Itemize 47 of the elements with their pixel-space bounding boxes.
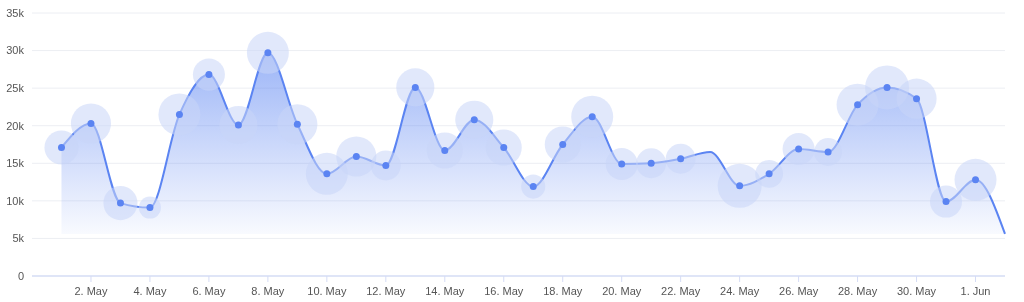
x-tick-label: 18. May bbox=[543, 284, 583, 297]
point bbox=[854, 101, 862, 109]
x-tick-label: 6. May bbox=[192, 284, 226, 297]
point bbox=[352, 153, 360, 161]
point bbox=[293, 120, 301, 128]
x-tick-label: 26. May bbox=[779, 284, 819, 297]
x-tick-label: 2. May bbox=[74, 284, 108, 297]
x-tick-label: 30. May bbox=[896, 284, 937, 297]
x-tick-label: 10. May bbox=[307, 284, 347, 297]
point bbox=[57, 144, 65, 152]
x-tick-label: 1. Jun bbox=[960, 284, 991, 297]
point bbox=[234, 121, 242, 129]
point bbox=[441, 147, 449, 155]
y-tick-label: 25k bbox=[6, 81, 25, 94]
y-tick-label: 20k bbox=[6, 119, 25, 132]
point bbox=[205, 71, 213, 79]
point bbox=[264, 49, 272, 57]
point bbox=[883, 83, 891, 91]
x-tick-label: 20. May bbox=[602, 284, 642, 297]
point bbox=[470, 116, 478, 124]
point bbox=[795, 145, 803, 153]
point bbox=[736, 182, 744, 190]
point bbox=[942, 198, 950, 206]
point bbox=[116, 199, 124, 207]
y-tick-label: 35k bbox=[6, 6, 25, 19]
point bbox=[411, 83, 419, 91]
x-tick-label: 12. May bbox=[366, 284, 406, 297]
point bbox=[913, 95, 921, 103]
y-tick-label: 0 bbox=[17, 269, 24, 282]
point bbox=[175, 110, 183, 118]
y-tick-label: 15k bbox=[6, 157, 25, 170]
x-tick-label: 4. May bbox=[133, 284, 167, 297]
x-tick-label: 8. May bbox=[251, 284, 285, 297]
point bbox=[500, 144, 508, 152]
point bbox=[588, 113, 596, 121]
y-tick-label: 30k bbox=[6, 44, 25, 57]
x-tick-label: 22. May bbox=[661, 284, 701, 297]
x-tick-label: 28. May bbox=[838, 284, 878, 297]
x-tick-label: 14. May bbox=[425, 284, 465, 297]
point bbox=[972, 176, 980, 184]
y-tick-label: 5k bbox=[12, 232, 25, 245]
point bbox=[323, 170, 331, 178]
x-tick-label: 16. May bbox=[484, 284, 524, 297]
x-tick-label: 24. May bbox=[720, 284, 760, 297]
point bbox=[87, 119, 95, 127]
point bbox=[559, 141, 567, 148]
y-tick-label: 10k bbox=[6, 194, 25, 207]
